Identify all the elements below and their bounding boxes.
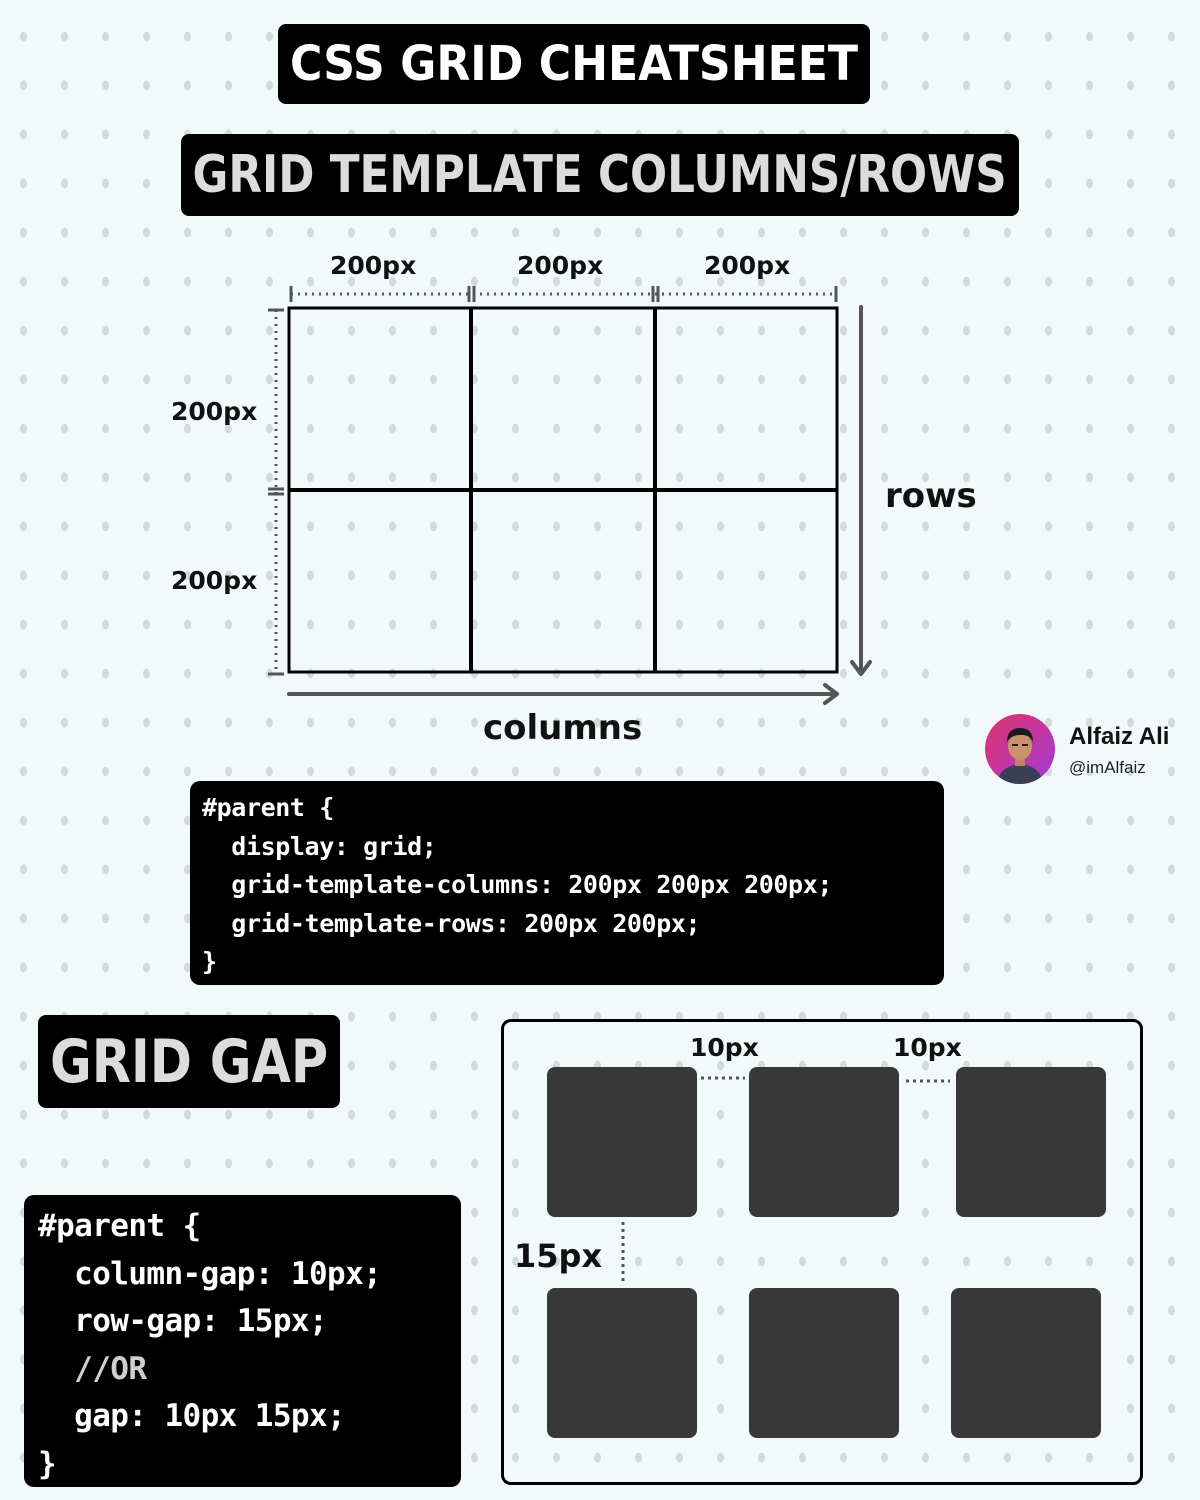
- code-line: }: [202, 947, 217, 976]
- code-line: grid-template-columns: 200px 200px 200px…: [202, 870, 833, 899]
- grid-item: [951, 1288, 1101, 1438]
- code-line: #parent {: [38, 1208, 201, 1244]
- row-dimension-line: [268, 308, 284, 676]
- author-name: Alfaiz Ali: [1069, 723, 1170, 750]
- code-line: }: [38, 1445, 57, 1482]
- column-width-label-3: 200px: [704, 251, 791, 280]
- grid-item: [749, 1067, 899, 1217]
- main-title-text: CSS GRID CHEATSHEET: [290, 36, 858, 92]
- column-width-label-2: 200px: [517, 251, 604, 280]
- grid-gap-title: GRID GAP: [38, 1015, 340, 1108]
- main-title: CSS GRID CHEATSHEET: [278, 24, 870, 104]
- code-line: row-gap: 15px;: [38, 1303, 328, 1339]
- author-handle: @imAlfaiz: [1069, 758, 1146, 777]
- code-line: column-gap: 10px;: [38, 1255, 382, 1292]
- code-line: #parent {: [202, 793, 334, 822]
- row-gap-label: 15px: [514, 1237, 603, 1275]
- code-comment: //OR: [38, 1350, 147, 1387]
- grid-template-title: GRID TEMPLATE COLUMNS/ROWS: [181, 134, 1019, 216]
- columns-arrow: [287, 683, 839, 705]
- grid-template-diagram: [268, 286, 872, 705]
- avatar: [985, 714, 1055, 784]
- gap-indicators: [621, 1076, 950, 1284]
- column-dimension-line: [289, 286, 838, 302]
- grid-item: [547, 1288, 697, 1438]
- rows-arrow: [850, 305, 872, 676]
- grid-item: [547, 1067, 697, 1217]
- code-line: gap: 10px 15px;: [38, 1398, 346, 1434]
- grid-item: [956, 1067, 1106, 1217]
- grid-template-title-text: GRID TEMPLATE COLUMNS/ROWS: [192, 145, 1008, 205]
- row-height-label-1: 200px: [171, 397, 258, 426]
- code-line: grid-template-rows: 200px 200px;: [202, 908, 701, 938]
- grid-item: [749, 1288, 899, 1438]
- grid-gap-title-text: GRID GAP: [49, 1026, 329, 1097]
- code-line: display: grid;: [202, 831, 437, 861]
- column-gap-label-2: 10px: [893, 1033, 962, 1062]
- grid-gap-diagram: 10px 10px 15px: [501, 1019, 1143, 1485]
- row-height-label-2: 200px: [171, 566, 258, 595]
- avatar-image: [985, 714, 1055, 784]
- grid-template-code-block: #parent { display: grid; grid-template-c…: [190, 781, 944, 985]
- columns-label: columns: [483, 708, 643, 748]
- rows-label: rows: [885, 476, 977, 516]
- column-gap-label-1: 10px: [690, 1033, 759, 1062]
- grid-gap-code-block: #parent { column-gap: 10px; row-gap: 15p…: [24, 1195, 461, 1487]
- column-width-label-1: 200px: [330, 251, 417, 280]
